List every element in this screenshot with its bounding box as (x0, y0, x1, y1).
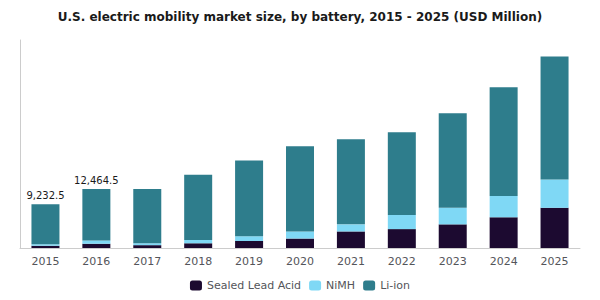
svg-text:2016: 2016 (82, 255, 110, 268)
svg-text:2019: 2019 (235, 255, 263, 268)
svg-text:2021: 2021 (337, 255, 365, 268)
svg-text:2023: 2023 (439, 255, 467, 268)
svg-text:9,232.5: 9,232.5 (26, 190, 64, 201)
svg-text:U.S. electric mobility market: U.S. electric mobility market size, by b… (58, 10, 542, 24)
svg-text:2020: 2020 (286, 255, 314, 268)
svg-text:Li-ion: Li-ion (380, 279, 410, 292)
svg-text:2025: 2025 (541, 255, 569, 268)
svg-text:2022: 2022 (388, 255, 416, 268)
svg-text:2024: 2024 (490, 255, 518, 268)
svg-text:2017: 2017 (133, 255, 161, 268)
svg-text:2015: 2015 (31, 255, 59, 268)
svg-text:NiMH: NiMH (326, 279, 355, 292)
svg-text:12,464.5: 12,464.5 (74, 175, 119, 186)
svg-text:2018: 2018 (184, 255, 212, 268)
svg-text:Sealed Lead Acid: Sealed Lead Acid (207, 279, 301, 292)
